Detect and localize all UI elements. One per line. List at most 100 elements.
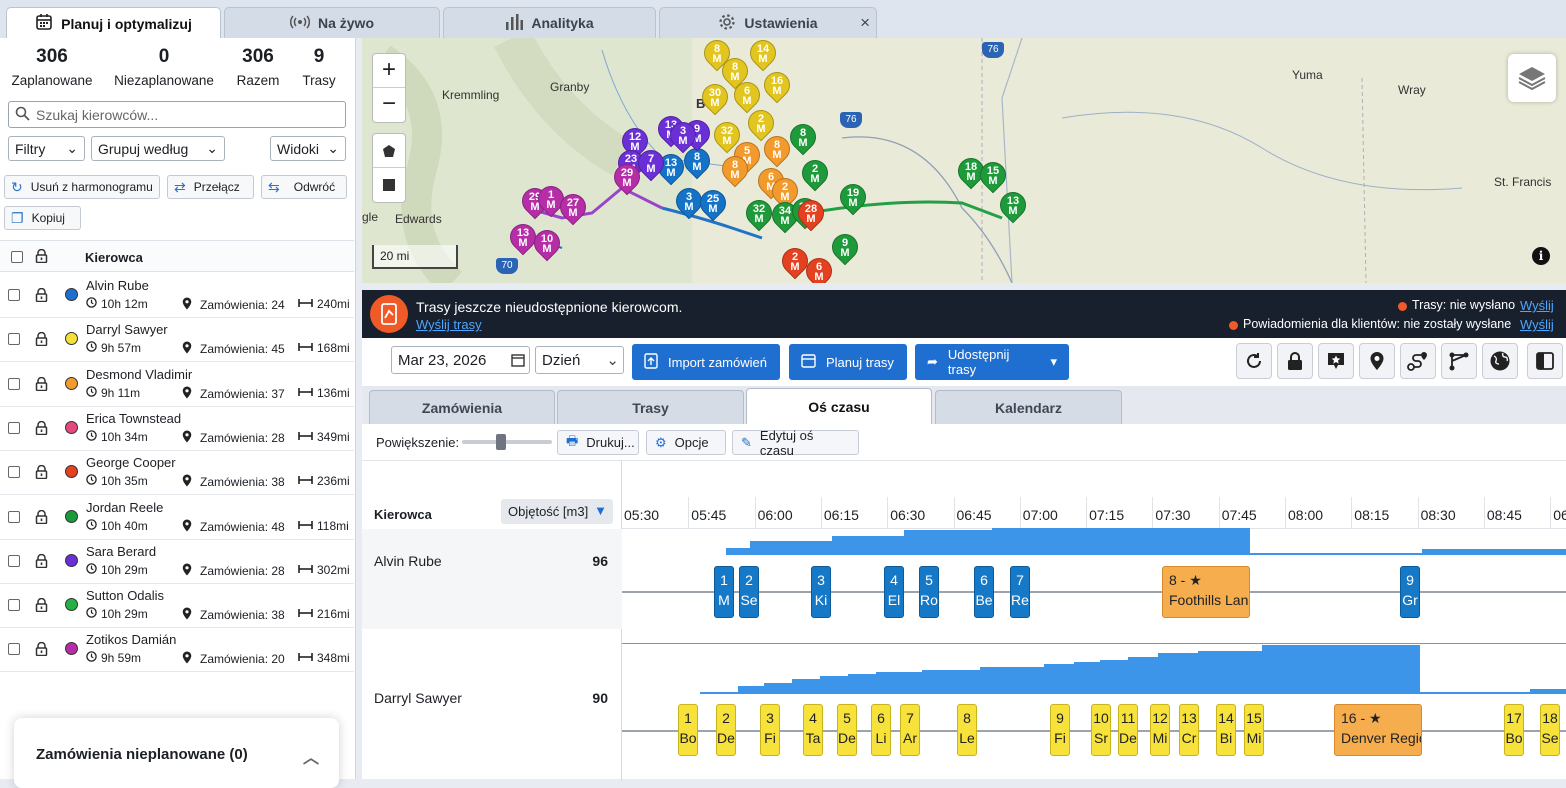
timeline-stop[interactable]: 7 Ar bbox=[900, 704, 920, 756]
tab-analytics[interactable]: Analityka bbox=[443, 7, 656, 38]
driver-checkbox[interactable] bbox=[8, 599, 20, 612]
tab-orders[interactable]: Zamówienia bbox=[369, 390, 555, 424]
timeline-stop[interactable]: 2 De bbox=[716, 704, 736, 756]
timeline-stop[interactable]: 16 - ★ Denver Regic bbox=[1334, 704, 1422, 756]
calendar-icon[interactable] bbox=[511, 353, 525, 371]
timeline-stop[interactable]: 12 Mi bbox=[1150, 704, 1170, 756]
tab-live[interactable]: Na żywo bbox=[224, 7, 440, 38]
send-notifications-link[interactable]: Wyślij bbox=[1520, 317, 1554, 332]
branch-route-icon[interactable] bbox=[1441, 343, 1477, 379]
search-input[interactable]: Szukaj kierowców... bbox=[8, 101, 346, 128]
tab-timeline[interactable]: Oś czasu bbox=[746, 388, 932, 424]
timeline-stop[interactable]: 9 Gr bbox=[1400, 566, 1420, 618]
lock-icon[interactable] bbox=[35, 420, 48, 436]
timeline-stop[interactable]: 4 Ta bbox=[803, 704, 823, 756]
plan-routes-button[interactable]: Planuj trasy bbox=[789, 344, 907, 380]
zoom-slider-thumb[interactable] bbox=[495, 434, 506, 450]
timeline-stop[interactable]: 1 Bo bbox=[678, 704, 698, 756]
driver-checkbox[interactable] bbox=[8, 377, 20, 390]
timeline-stop[interactable]: 4 El bbox=[884, 566, 904, 618]
sidebar-toggle-icon[interactable] bbox=[1527, 343, 1563, 379]
polygon-draw-icon[interactable] bbox=[373, 134, 405, 168]
timeline-stop[interactable]: 7 Re bbox=[1010, 566, 1030, 618]
timeline-stop[interactable]: 2 Se bbox=[739, 566, 759, 618]
options-button[interactable]: ⚙ Opcje bbox=[646, 430, 726, 455]
share-routes-button[interactable]: ➦ Udostępnij trasy ▾ bbox=[915, 344, 1069, 380]
tab-plan-optimize[interactable]: Planuj i optymalizuj bbox=[6, 7, 221, 39]
driver-row[interactable]: Jordan Reele 10h 40m Zamówienia: 48 118mi bbox=[0, 496, 354, 540]
driver-checkbox[interactable] bbox=[8, 289, 20, 301]
timeline-stop[interactable]: 3 Ki bbox=[811, 566, 831, 618]
views-dropdown[interactable]: Widoki ⌄ bbox=[270, 136, 346, 161]
driver-checkbox[interactable] bbox=[8, 554, 20, 567]
timeline-stop[interactable]: 6 Li bbox=[871, 704, 891, 756]
lock-icon[interactable] bbox=[35, 248, 48, 264]
driver-row[interactable]: Sara Berard 10h 29m Zamówienia: 28 302mi bbox=[0, 540, 354, 584]
print-button[interactable]: 🖶 Drukuj... bbox=[557, 430, 639, 455]
timeline-stop[interactable]: 5 De bbox=[837, 704, 857, 756]
timeline-stop[interactable]: 9 Fi bbox=[1050, 704, 1070, 756]
tab-routes[interactable]: Trasy bbox=[557, 390, 744, 424]
import-orders-button[interactable]: Import zamówień bbox=[632, 344, 780, 380]
map-pin-icon[interactable] bbox=[1359, 343, 1395, 379]
timeline-stop[interactable]: 13 Cr bbox=[1179, 704, 1199, 756]
zoom-slider[interactable] bbox=[462, 434, 552, 450]
route-icon[interactable] bbox=[1400, 343, 1436, 379]
driver-row[interactable]: George Cooper 10h 35m Zamówienia: 38 236mi bbox=[0, 451, 354, 496]
lock-icon[interactable] bbox=[35, 509, 48, 524]
tab-settings[interactable]: Ustawienia × bbox=[659, 7, 877, 38]
metric-dropdown[interactable]: Objętość [m3] ▼ bbox=[501, 499, 613, 524]
driver-row[interactable]: Zotikos Damián 9h 59m Zamówienia: 20 348mi bbox=[0, 628, 354, 673]
timeline-stop[interactable]: 3 Fi bbox=[760, 704, 780, 756]
lock-icon[interactable] bbox=[35, 287, 48, 303]
driver-checkbox[interactable] bbox=[8, 421, 20, 434]
unplanned-orders-panel[interactable]: Zamówienia nieplanowane (0) ︿ bbox=[14, 718, 339, 788]
timeline-stop[interactable]: 17 Bo bbox=[1504, 704, 1524, 756]
timeline-stop[interactable]: 14 Bi bbox=[1216, 704, 1236, 756]
timeline-stop[interactable]: 6 Be bbox=[974, 566, 994, 618]
rectangle-draw-icon[interactable] bbox=[373, 168, 405, 202]
timeline-stop[interactable]: 10 Sr bbox=[1091, 704, 1111, 756]
send-routes-link[interactable]: Wyślij bbox=[1520, 298, 1554, 313]
timeline-stop[interactable]: 5 Ro bbox=[919, 566, 939, 618]
lock-icon[interactable] bbox=[35, 332, 48, 347]
driver-row[interactable]: Sutton Odalis 10h 29m Zamówienia: 38 216mi bbox=[0, 584, 354, 629]
driver-checkbox[interactable] bbox=[8, 333, 20, 346]
globe-icon[interactable] bbox=[1482, 343, 1518, 379]
info-icon[interactable]: i bbox=[1532, 247, 1550, 265]
timeline-grid[interactable]: 05:30 05:45 06:00 06:15 06:30 06:45 07:00 07:15… bbox=[622, 461, 1566, 780]
select-all-checkbox[interactable] bbox=[11, 251, 23, 263]
chevron-up-icon[interactable]: ︿ bbox=[302, 750, 319, 767]
timeline-stop[interactable]: 18 Se bbox=[1540, 704, 1560, 756]
close-icon[interactable]: × bbox=[860, 13, 870, 32]
star-marker-icon[interactable] bbox=[1318, 343, 1354, 379]
group-by-dropdown[interactable]: Grupuj według ⌄ bbox=[91, 136, 225, 161]
layers-icon[interactable] bbox=[1508, 54, 1556, 102]
driver-row[interactable]: Darryl Sawyer 9h 57m Zamówienia: 45 168mi bbox=[0, 318, 354, 363]
lock-icon[interactable] bbox=[35, 464, 48, 480]
timeline-row-label[interactable]: Alvin Rube 96 bbox=[362, 529, 622, 629]
period-dropdown[interactable]: Dzień ⌄ bbox=[535, 346, 624, 374]
driver-row[interactable]: Erica Townstead 10h 34m Zamówienia: 28 349m… bbox=[0, 407, 354, 451]
driver-row[interactable]: Desmond Vladimir 9h 11m Zamówienia: 37 136m… bbox=[0, 363, 354, 407]
driver-checkbox[interactable] bbox=[8, 510, 20, 523]
timeline-stop[interactable]: 11 De bbox=[1118, 704, 1138, 756]
filter-dropdown[interactable]: Filtry ⌄ bbox=[8, 136, 85, 161]
switch-button[interactable]: ⇄ Przełącz bbox=[167, 175, 254, 199]
zoom-out-button[interactable]: − bbox=[381, 90, 396, 117]
lock-icon[interactable] bbox=[35, 597, 48, 613]
driver-checkbox[interactable] bbox=[8, 643, 20, 656]
timeline-row-label[interactable]: Darryl Sawyer 90 bbox=[362, 639, 622, 769]
lock-icon[interactable] bbox=[1277, 343, 1313, 379]
driver-row[interactable]: Alvin Rube 10h 12m Zamówienia: 24 240mi bbox=[0, 274, 354, 318]
timeline-stop[interactable]: 8 Le bbox=[957, 704, 977, 756]
copy-button[interactable]: ❐ Kopiuj bbox=[4, 206, 81, 230]
timeline-stop[interactable]: 15 Mi bbox=[1244, 704, 1264, 756]
refresh-icon[interactable] bbox=[1236, 343, 1272, 379]
date-input[interactable]: Mar 23, 2026 bbox=[391, 346, 530, 374]
send-routes-link[interactable]: Wyślij trasy bbox=[416, 317, 482, 332]
route-map[interactable]: Kremmling Granby Edwards Yuma Wray St. F… bbox=[362, 38, 1566, 283]
edit-timeline-button[interactable]: ✎ Edytuj oś czasu bbox=[732, 428, 859, 458]
timeline-stop[interactable]: 8 - ★ Foothills Lan bbox=[1162, 566, 1250, 618]
lock-icon[interactable] bbox=[35, 376, 48, 391]
